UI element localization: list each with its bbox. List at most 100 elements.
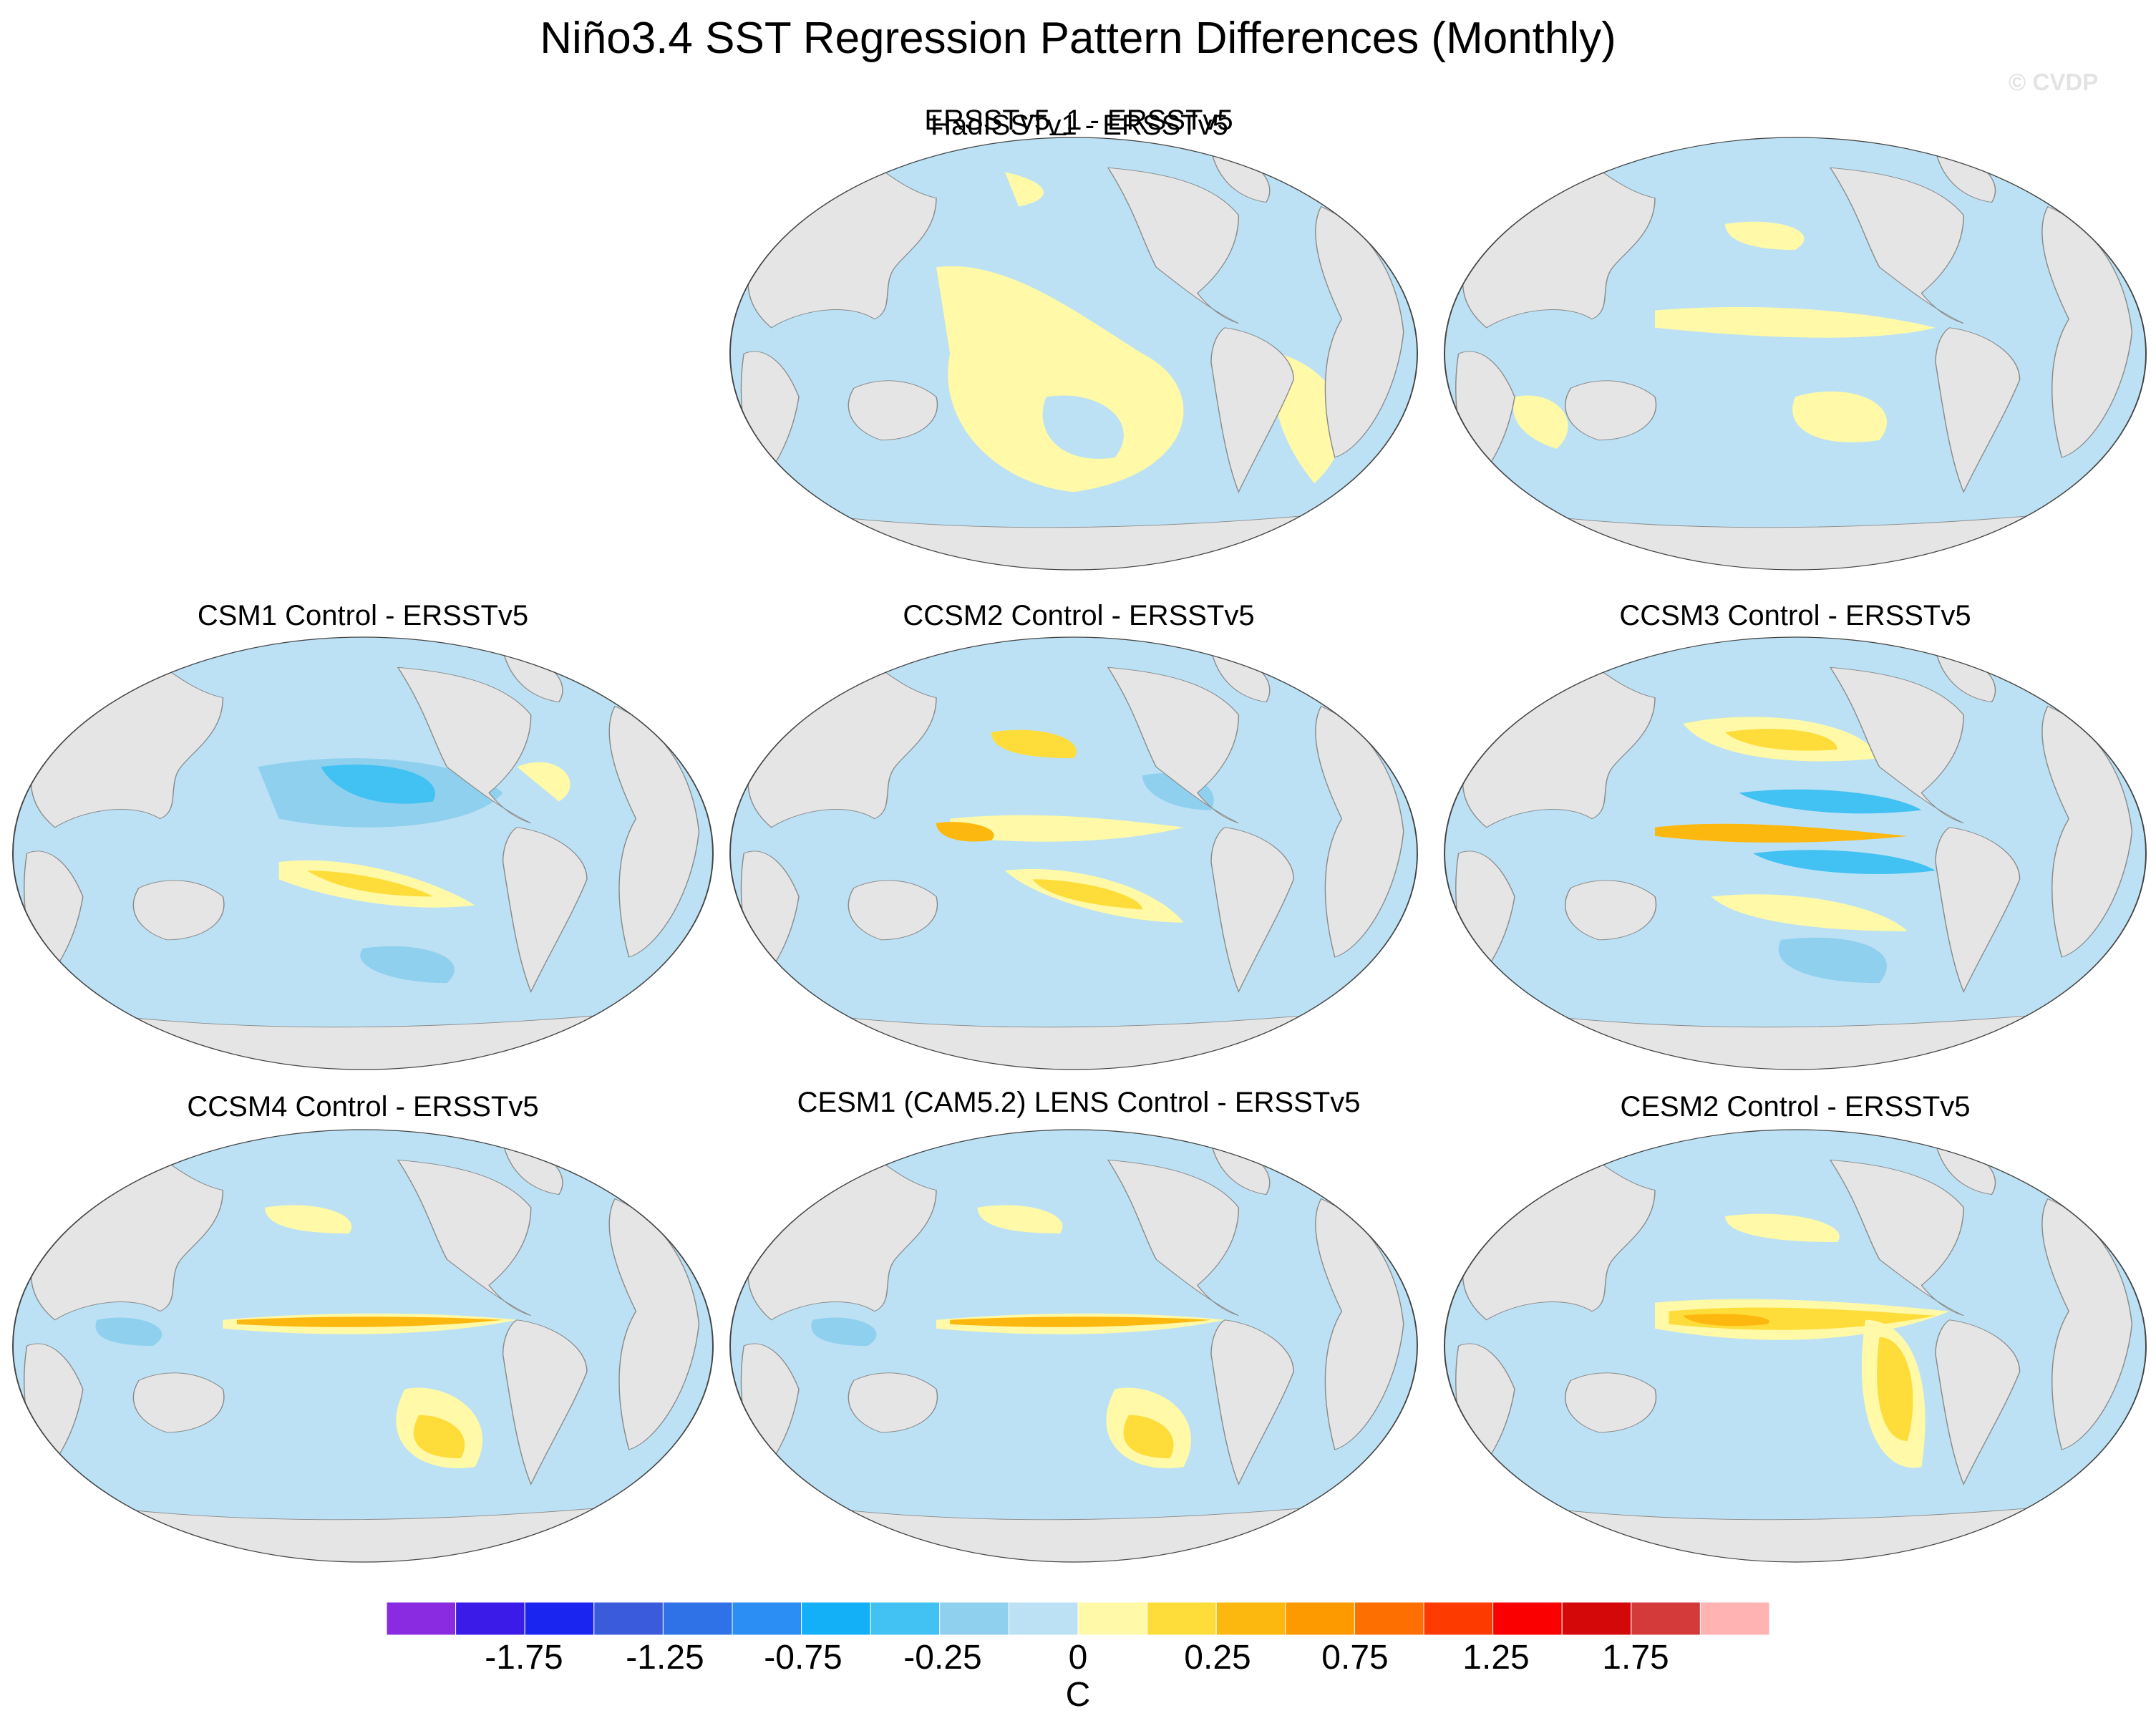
anomaly-contour (1711, 894, 1908, 931)
landmass (1564, 1372, 1657, 1433)
landmass (132, 880, 225, 941)
watermark: © CVDP (2009, 69, 2099, 95)
colorbar-swatch (386, 1601, 457, 1636)
landmass (2041, 1198, 2133, 1450)
anomaly-contour (1123, 1415, 1174, 1459)
colorbar-swatch (939, 1601, 1009, 1636)
anomaly-contour (1753, 850, 1936, 874)
landmass (2041, 705, 2133, 958)
landmass (132, 1372, 225, 1433)
landmass (848, 880, 938, 941)
landmass (1829, 167, 1964, 324)
panel-title: CCSM4 Control - ERSSTv5 (187, 1091, 539, 1123)
landmass (1107, 1159, 1240, 1317)
landmass (1315, 1198, 1404, 1450)
anomaly-contour (1005, 172, 1044, 207)
landmass (1935, 327, 2021, 493)
colorbar-tick-label: -0.75 (764, 1639, 843, 1677)
landmass (502, 827, 588, 993)
anomaly-contour (1683, 1314, 1769, 1327)
anomaly-contour (1042, 395, 1124, 459)
anomaly-contour (1778, 937, 1887, 984)
anomaly-contour (1725, 1213, 1840, 1243)
anomaly-contour (1032, 879, 1142, 910)
colorbar-tick-label: -1.75 (485, 1639, 563, 1677)
colorbar-swatch (732, 1601, 802, 1636)
anomaly-contour (977, 1205, 1063, 1233)
landmass (1829, 1159, 1964, 1317)
map-border (729, 1129, 1418, 1563)
map-border (12, 1129, 714, 1563)
colorbar-swatch (870, 1601, 941, 1636)
landmass (1315, 705, 1404, 958)
landmass (1829, 666, 1964, 824)
landmass (502, 1319, 588, 1485)
map-border (1444, 137, 2147, 571)
anomaly-contour (1655, 306, 1936, 338)
landmass (1210, 827, 1294, 993)
colorbar-swatch (801, 1601, 871, 1636)
anomaly-contour (936, 822, 994, 842)
panel-title: CCSM2 Control - ERSSTv5 (903, 600, 1255, 631)
colorbar-tick-label: -1.25 (626, 1639, 704, 1677)
anomaly-contour (1725, 729, 1837, 751)
anomaly-contour (1725, 221, 1805, 251)
landmass (1107, 167, 1240, 324)
panel-title: CCSM3 Control - ERSSTv5 (1619, 600, 1971, 631)
colorbar-swatch (1354, 1601, 1424, 1636)
colorbar-tick-label: 0.25 (1184, 1639, 1251, 1677)
landmass (1315, 205, 1404, 458)
anomaly-contour (360, 946, 455, 984)
panel-title: HadISSTv1 - ERSSTv5 (931, 110, 1228, 141)
colorbar-swatch (1215, 1601, 1286, 1636)
landmass (1935, 827, 2021, 993)
landmass (1107, 666, 1240, 824)
colorbar-swatch (1285, 1601, 1355, 1636)
anomaly-contour (95, 1317, 162, 1346)
anomaly-contour (413, 1415, 465, 1459)
anomaly-contour (811, 1317, 877, 1346)
landmass (608, 1198, 700, 1450)
anomaly-contour (1792, 391, 1888, 442)
landmass (848, 380, 938, 441)
colorbar-tick-label: 1.75 (1602, 1639, 1669, 1677)
landmass (848, 1372, 938, 1433)
anomaly-contour (321, 765, 435, 804)
colorbar-swatch (455, 1601, 525, 1636)
colorbar-tick-label: 1.25 (1462, 1639, 1530, 1677)
colorbar-tick-label: -0.25 (903, 1639, 982, 1677)
colorbar-swatch (1423, 1601, 1494, 1636)
map-border (12, 636, 714, 1070)
anomaly-contour (1877, 1337, 1913, 1441)
colorbar-swatch (524, 1601, 595, 1636)
panel-title: ERSSTv5_1 - ERSSTv5 (924, 105, 1233, 136)
colorbar-swatch (1631, 1601, 1701, 1636)
panel-title: CSM1 Control - ERSSTv5 (197, 600, 529, 631)
colorbar-unit: C (1065, 1676, 1091, 1714)
panel-title: CESM1 (CAM5.2) LENS Control - ERSSTv5 (797, 1087, 1361, 1118)
landmass (2041, 205, 2133, 458)
anomaly-contour (991, 729, 1077, 759)
colorbar-swatch (1147, 1601, 1217, 1636)
colorbar-swatch (1561, 1601, 1632, 1636)
map-border (1444, 1129, 2147, 1563)
figure-title: Niño3.4 SST Regression Pattern Differenc… (540, 14, 1616, 63)
map-border (1444, 636, 2147, 1070)
landmass (1564, 880, 1657, 941)
landmass (1210, 327, 1294, 493)
colorbar-swatch (593, 1601, 664, 1636)
colorbar-swatch (662, 1601, 733, 1636)
landmass (397, 666, 532, 824)
map-border (729, 137, 1418, 571)
anomaly-contour (1655, 823, 1908, 843)
colorbar-tick-label: 0.75 (1321, 1639, 1389, 1677)
map-border (729, 636, 1418, 1070)
anomaly-contour (950, 1317, 1211, 1327)
anomaly-contour (950, 815, 1184, 842)
anomaly-contour (265, 1205, 352, 1233)
colorbar-swatch (1008, 1601, 1079, 1636)
colorbar-swatch (1492, 1601, 1563, 1636)
anomaly-contour (306, 871, 433, 897)
landmass (608, 705, 700, 958)
